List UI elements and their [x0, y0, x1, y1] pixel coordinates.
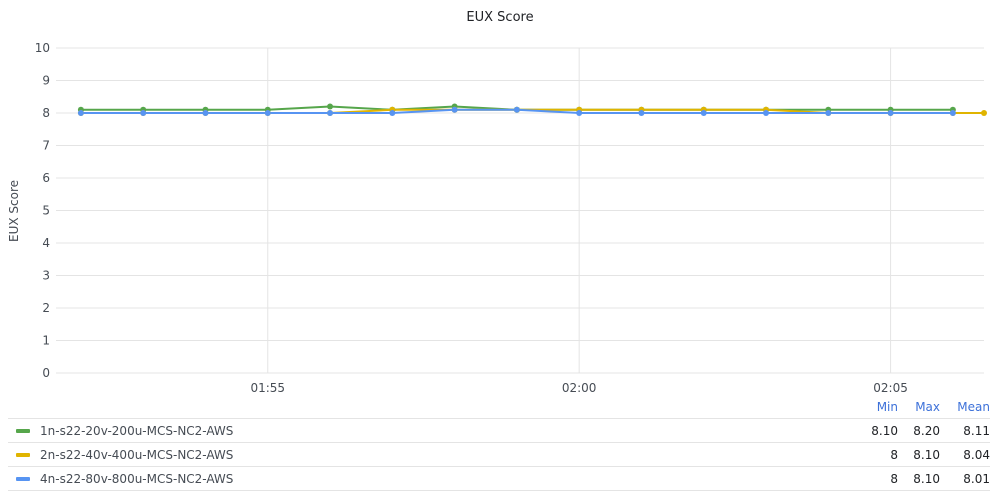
legend-swatch-series-2[interactable]: [16, 452, 30, 457]
y-tick-label: 6: [42, 171, 50, 185]
series-3-point[interactable]: [949, 110, 956, 116]
x-tick-label: 02:00: [562, 381, 597, 395]
x-tick-label: 02:05: [873, 381, 908, 395]
y-tick-label: 9: [42, 74, 50, 88]
y-tick-label: 1: [42, 334, 50, 348]
x-tick-labels: 01:55 02:00 02:05: [250, 381, 907, 395]
series-3-point[interactable]: [264, 110, 271, 116]
legend-max-header[interactable]: Max: [915, 400, 940, 414]
series-3-point[interactable]: [389, 110, 396, 116]
legend-mean-value: 8.11: [963, 423, 990, 438]
y-tick-label: 0: [42, 366, 50, 380]
series-3-point[interactable]: [202, 110, 209, 116]
legend-header: Min Max Mean: [8, 396, 990, 418]
legend-table: Min Max Mean 1n-s22-20v-200u-MCS-NC2-AWS…: [8, 396, 990, 491]
series-lines: [80, 105, 984, 114]
y-tick-label: 8: [42, 106, 50, 120]
y-tick-labels: 0 1 2 3 4 5 6 7 8 9 10: [35, 41, 50, 380]
legend-series-name[interactable]: 2n-s22-40v-400u-MCS-NC2-AWS: [40, 447, 234, 462]
series-3-point[interactable]: [825, 110, 832, 116]
y-tick-label: 5: [42, 204, 50, 218]
legend-row-series-2[interactable]: 2n-s22-40v-400u-MCS-NC2-AWS 8 8.10 8.04: [8, 442, 990, 466]
legend-max-value: 8.20: [913, 423, 940, 438]
series-3-point[interactable]: [140, 110, 147, 116]
legend-series-name[interactable]: 4n-s22-80v-800u-MCS-NC2-AWS: [40, 471, 234, 486]
legend-max-value: 8.10: [913, 447, 940, 462]
series-3-point[interactable]: [700, 110, 707, 116]
legend-min-value: 8: [890, 471, 898, 486]
series-3-point[interactable]: [638, 110, 645, 116]
legend-row-series-1[interactable]: 1n-s22-20v-200u-MCS-NC2-AWS 8.10 8.20 8.…: [8, 418, 990, 442]
y-tick-label: 4: [42, 236, 50, 250]
series-2-point[interactable]: [981, 110, 987, 116]
legend-mean-value: 8.01: [963, 471, 990, 486]
series-3-point[interactable]: [763, 110, 770, 116]
legend-min-value: 8: [890, 447, 898, 462]
y-tick-label: 7: [42, 139, 50, 153]
chart-title: EUX Score: [466, 10, 533, 25]
legend-swatch-series-3[interactable]: [16, 476, 30, 481]
legend-mean-header[interactable]: Mean: [957, 400, 990, 414]
series-3-point[interactable]: [576, 110, 583, 116]
legend-series-name[interactable]: 1n-s22-20v-200u-MCS-NC2-AWS: [40, 423, 234, 438]
series-3-point[interactable]: [77, 110, 84, 116]
legend-mean-value: 8.04: [963, 447, 990, 462]
series-points: [77, 103, 987, 116]
legend-min-value: 8.10: [871, 423, 898, 438]
legend-max-value: 8.10: [913, 471, 940, 486]
y-tick-label: 3: [42, 269, 50, 283]
series-3-point[interactable]: [513, 106, 520, 113]
legend-row-series-3[interactable]: 4n-s22-80v-800u-MCS-NC2-AWS 8 8.10 8.01: [8, 466, 990, 491]
y-axis-label: EUX Score: [7, 180, 21, 242]
series-3-point[interactable]: [887, 110, 894, 116]
y-tick-label: 2: [42, 301, 50, 315]
legend-swatch-series-1[interactable]: [16, 428, 30, 433]
series-1-point[interactable]: [327, 103, 334, 110]
series-3-point[interactable]: [451, 106, 458, 113]
y-tick-label: 10: [35, 41, 50, 55]
legend-min-header[interactable]: Min: [876, 400, 898, 414]
x-tick-label: 01:55: [250, 381, 285, 395]
series-3-point[interactable]: [327, 110, 334, 116]
x-gridlines: [267, 48, 892, 373]
y-gridlines: [56, 47, 984, 374]
